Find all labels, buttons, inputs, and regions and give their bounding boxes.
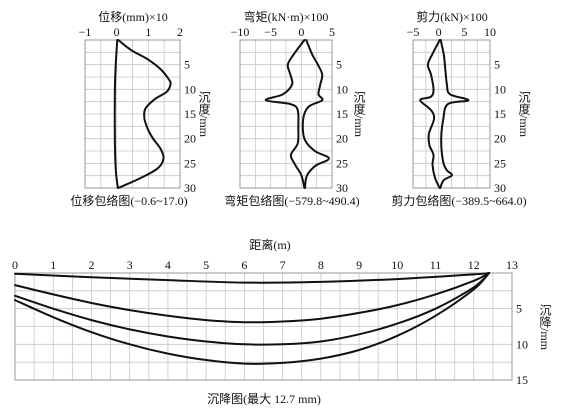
displacement-envelope-caption: 位移包络图(−0.6~17.0): [70, 193, 187, 208]
y-tick-label: 25: [184, 156, 196, 170]
x-tick-label: 5: [461, 25, 467, 39]
x-tick-label: −5: [264, 25, 277, 39]
x-tick-label: −10: [231, 25, 250, 39]
y-tick-label: 10: [494, 82, 506, 96]
x-tick-label: 6: [241, 258, 247, 272]
x-tick-label: 0: [298, 25, 304, 39]
series-line-2: [439, 39, 470, 189]
displacement-axis-title: 位移(mm)×10: [98, 9, 167, 24]
series-line-2: [301, 39, 330, 189]
y-tick-label: 30: [184, 181, 196, 195]
settlement-axis-label: 沉降/mm: [538, 304, 552, 351]
x-tick-label: 10: [391, 258, 403, 272]
shear-plot-area: −5 0 5 10 5 10 15 20 25 30: [407, 25, 506, 195]
y-tick-label: 5: [184, 58, 190, 72]
moment-envelope-caption: 弯矩包络图(−579.8~490.4): [224, 193, 359, 208]
x-tick-label: 0: [12, 258, 18, 272]
x-tick-label: −5: [407, 25, 420, 39]
y-tick-label: 5: [516, 302, 522, 316]
x-tick-label: 5: [329, 25, 335, 39]
y-tick-label: 15: [516, 373, 528, 387]
series-line-1: [113, 39, 119, 189]
moment-plot-area: −10 −5 0 5 5 10 15 20 25 30: [231, 25, 348, 195]
x-tick-label: 2: [177, 25, 183, 39]
y-tick-label: 20: [494, 132, 506, 146]
series-line-1: [264, 39, 306, 189]
y-tick-label: 30: [494, 181, 506, 195]
x-tick-label: 0: [114, 25, 120, 39]
moment-depth-label: 沉度/mm: [352, 91, 366, 138]
series-line-2: [14, 272, 491, 324]
shear-axis-title: 剪力(kN)×100: [416, 9, 487, 24]
x-tick-label: 7: [280, 258, 286, 272]
series-line-3: [14, 272, 491, 346]
moment-axis-title: 弯矩(kN·m)×100: [244, 9, 329, 24]
y-tick-label: 15: [336, 107, 348, 121]
y-tick-label: 25: [494, 156, 506, 170]
x-tick-label: 12: [468, 258, 480, 272]
moment-chart: −10 −5 0 5 5 10 15 20 25 30 弯矩(kN·m)×100 沉度/mm 弯矩…: [224, 9, 366, 208]
shear-chart: −5 0 5 10 5 10 15 20 25 30 剪力(kN)×100 沉度/mm 剪力包络图…: [391, 9, 531, 208]
plot-frame: [84, 39, 181, 189]
plot-frame: [239, 39, 333, 189]
x-tick-label: 11: [430, 258, 442, 272]
x-tick-label: 4: [165, 258, 171, 272]
y-tick-label: 5: [494, 58, 500, 72]
x-tick-label: 0: [436, 25, 442, 39]
y-tick-label: 20: [184, 132, 196, 146]
plot-frame: [14, 272, 513, 381]
y-tick-label: 15: [184, 107, 196, 121]
x-tick-label: 1: [145, 25, 151, 39]
y-tick-label: 15: [494, 107, 506, 121]
shear-envelope-caption: 剪力包络图(−389.5~664.0): [391, 193, 526, 208]
plot-frame: [412, 39, 491, 189]
x-tick-label: 3: [127, 258, 133, 272]
series-line-1: [419, 39, 441, 189]
displacement-depth-label: 沉度/mm: [197, 91, 211, 138]
y-tick-label: 5: [336, 58, 342, 72]
series-line-2: [117, 39, 172, 189]
x-tick-label: 9: [356, 258, 362, 272]
settlement-distance-label: 距离(m): [249, 237, 290, 252]
x-tick-label: 1: [50, 258, 56, 272]
y-tick-label: 20: [336, 132, 348, 146]
y-tick-label: 10: [336, 82, 348, 96]
x-tick-label: 10: [484, 25, 496, 39]
series-line-1: [14, 272, 491, 284]
series-line-4: [14, 272, 491, 365]
settlement-caption: 沉降图(最大 12.7 mm): [207, 392, 321, 406]
y-tick-label: 10: [184, 82, 196, 96]
y-tick-label: 10: [516, 337, 528, 351]
x-tick-label: 5: [203, 258, 209, 272]
shear-depth-label: 沉度/mm: [517, 91, 531, 138]
x-tick-label: 8: [318, 258, 324, 272]
x-tick-label: 13: [506, 258, 518, 272]
y-tick-label: 25: [336, 156, 348, 170]
x-tick-label: 2: [88, 258, 94, 272]
x-tick-label: −1: [79, 25, 92, 39]
y-tick-label: 30: [336, 181, 348, 195]
